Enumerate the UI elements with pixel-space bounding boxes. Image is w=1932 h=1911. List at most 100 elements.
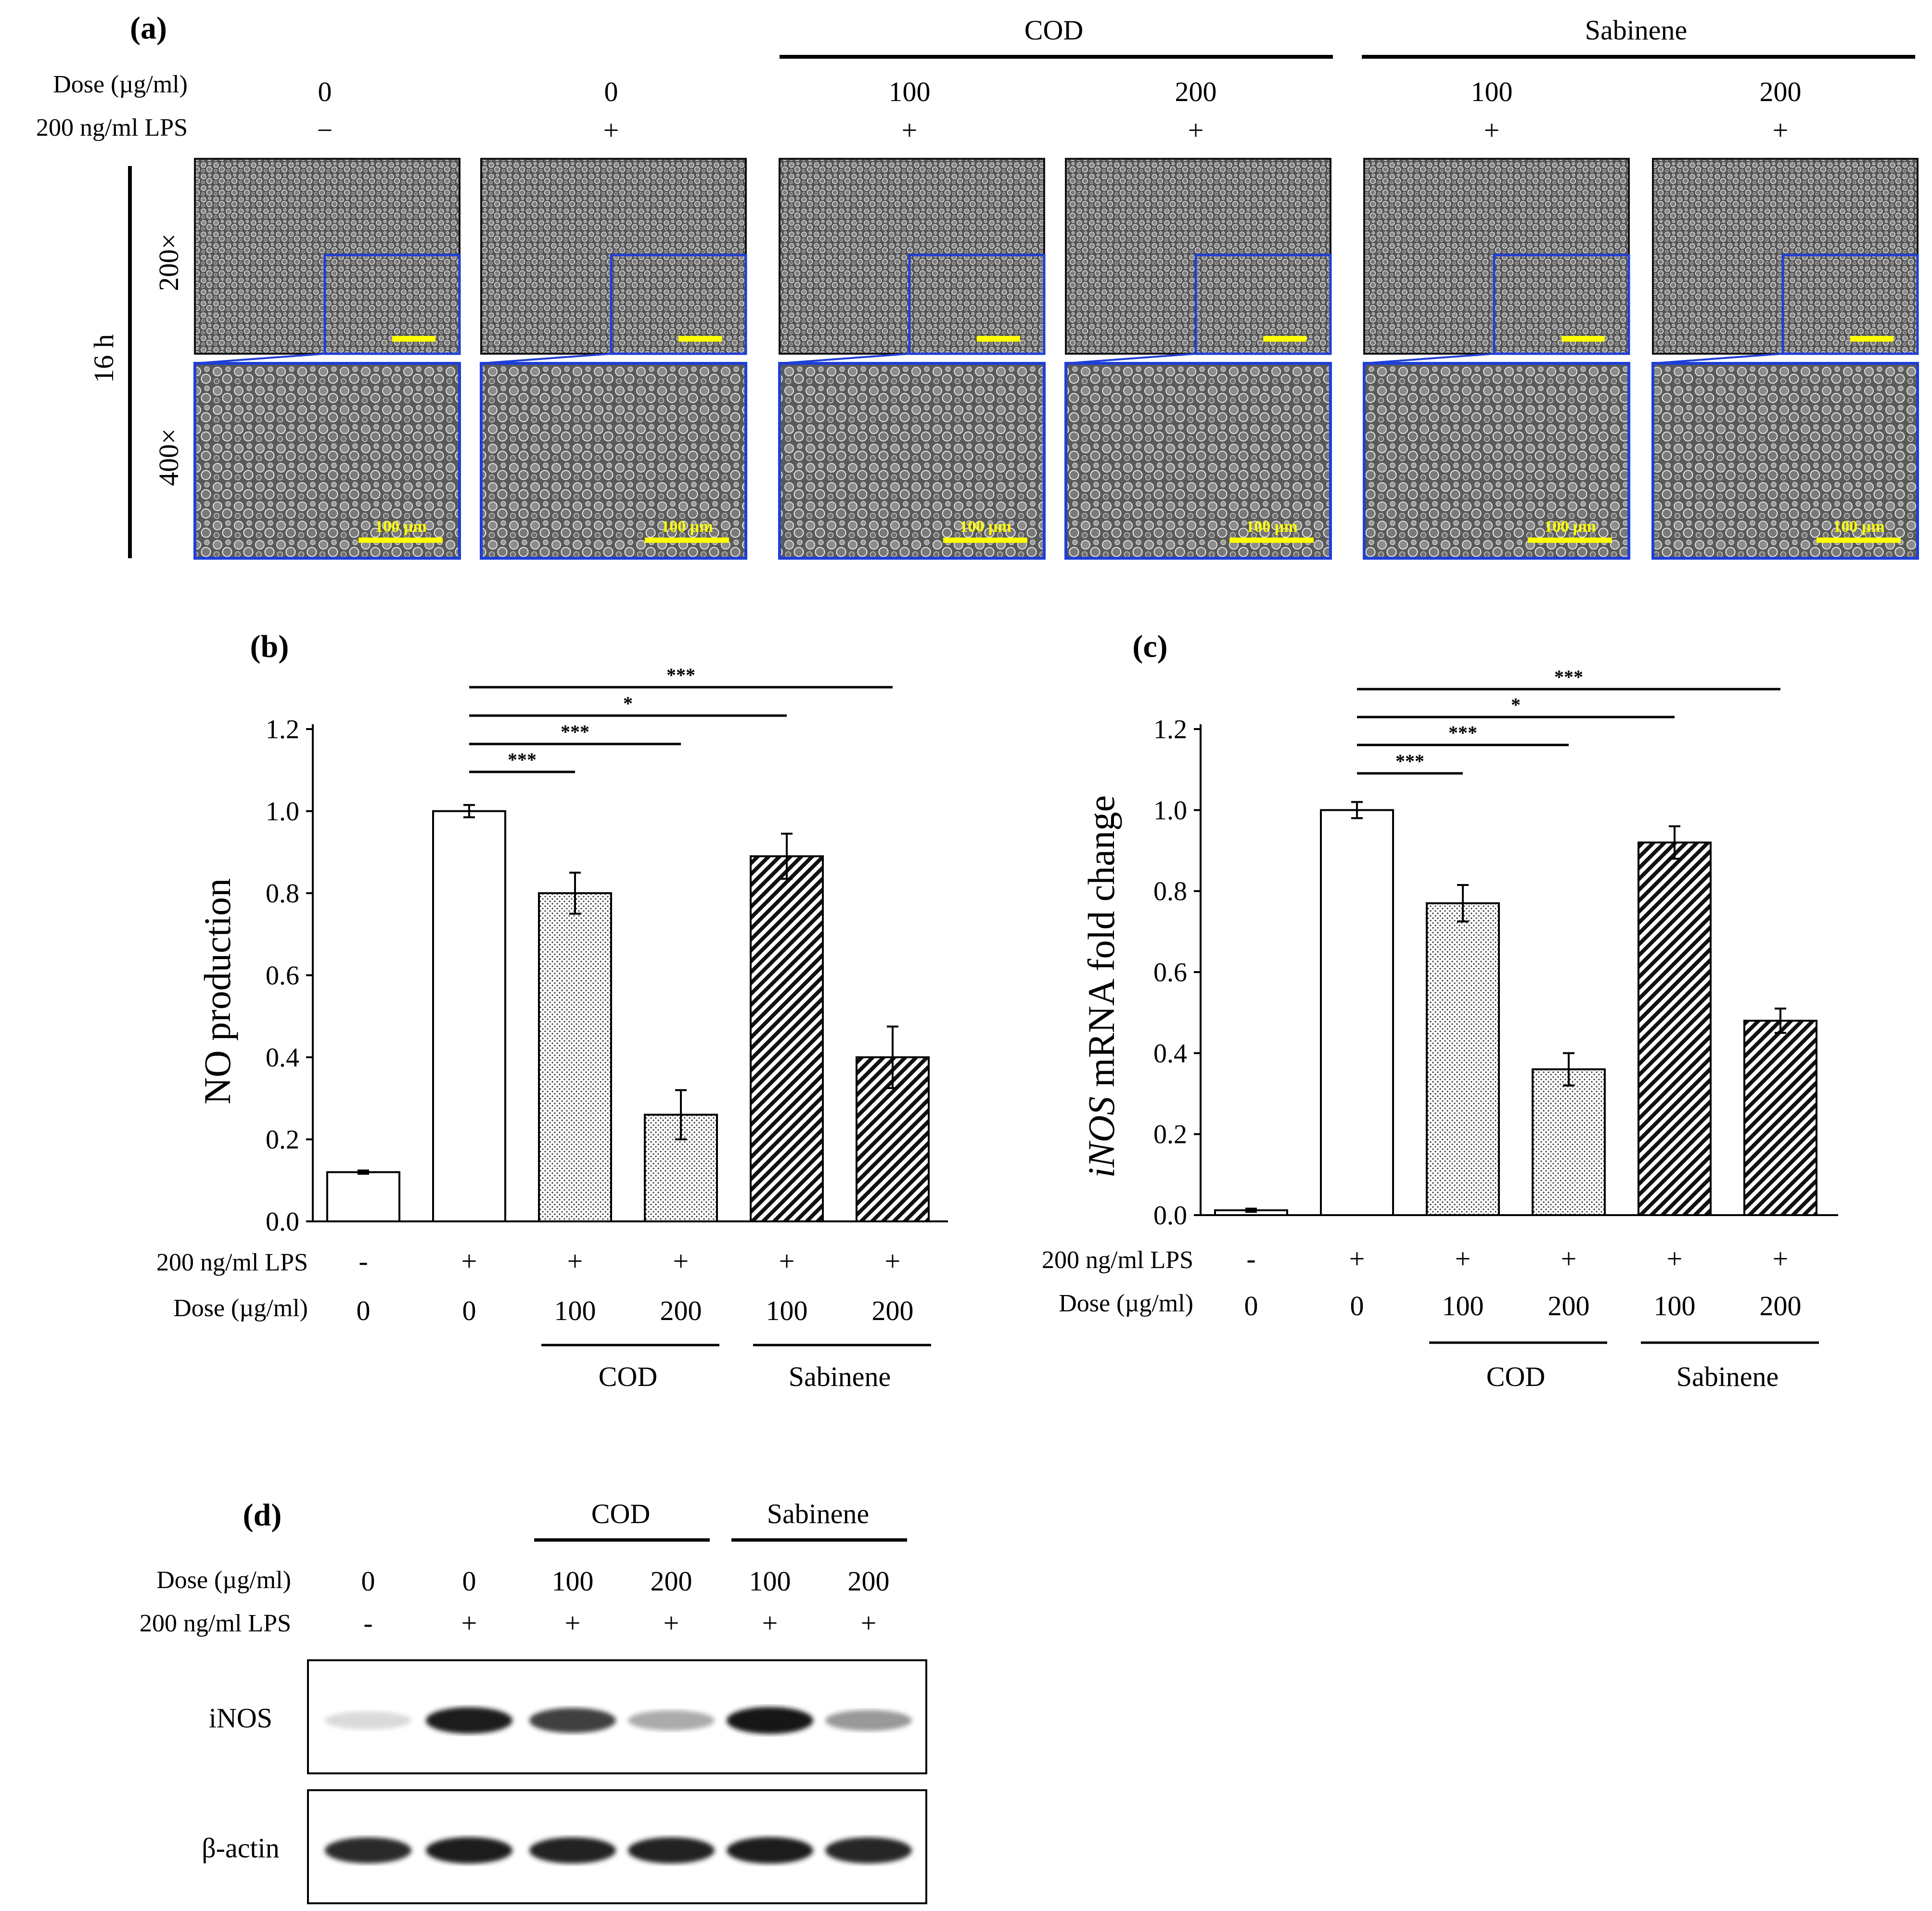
blot-box-inos [307,1659,927,1774]
scale-bar-400x [1817,538,1901,543]
lps-row-label-d: 200 ng/ml LPS [140,1610,291,1637]
dose-value: 100 [749,1565,791,1597]
scale-bar-200x [678,336,722,342]
dose-row-label-a: Dose (µg/ml) [53,71,188,98]
y-tick-label: 0.0 [266,1207,299,1237]
micrograph-grid: 100 µm 100 µm 100 µm 100 µm 100 µm 100 µm [193,158,1919,560]
y-tick-label: 0.8 [1153,877,1187,907]
scale-bar-200x [977,336,1020,342]
significance-label: * [1511,694,1521,716]
group-label-cod-d: COD [591,1498,650,1529]
significance-label: *** [1448,722,1477,744]
panel-c-inos-mrna-chart: (c) iNOS mRNA fold change 0.0 0.2 0.4 0.6 0.… [1042,629,1838,1392]
panel-label-c: (c) [1132,629,1167,664]
scale-bar-label: 100 µm [960,518,1011,536]
zoom-inset-box [610,254,747,355]
scale-bar-400x [1528,538,1612,543]
lps-value: + [565,1607,581,1639]
group-label-sabinene-a: Sabinene [1585,14,1688,46]
y-axis-label-c-rest: mRNA fold change [1080,795,1122,1096]
y-tick-label: 1.0 [266,797,299,827]
panel-label-a: (a) [130,11,167,46]
lps-value: + [664,1607,679,1639]
zoom-inset-box [908,254,1046,355]
blot-label: β-actin [202,1833,280,1864]
dose-value: 200 [848,1565,890,1597]
lps-row-label: 200 ng/ml LPS [1042,1246,1193,1274]
blot-band [529,1708,616,1733]
y-tick-label: 0.6 [266,961,299,991]
lps-value: + [1773,1243,1789,1274]
blot-band [325,1837,411,1863]
lps-row-label-a: 200 ng/ml LPS [36,114,188,141]
y-tick-label: 0.4 [266,1043,299,1073]
blot-box-beta-actin [307,1789,927,1904]
lps-value: + [861,1607,877,1639]
micrograph-400x [1064,362,1332,560]
zoom-connector-line [1652,353,1783,364]
dose-value: 0 [1244,1290,1258,1321]
zoom-connector-line [779,353,910,364]
dose-row-label: Dose (µg/ml) [1059,1290,1193,1317]
lps-value: − [317,115,333,146]
group-label: Sabinene [789,1361,891,1392]
significance-label: *** [1554,666,1583,688]
scale-bar-200x [392,336,435,342]
bar [1743,1020,1817,1216]
lps-value: + [461,1245,477,1277]
dose-value: 200 [1760,76,1802,107]
blot-band [426,1837,512,1864]
dose-value: 200 [660,1295,702,1326]
scale-bar-label: 100 µm [1544,518,1596,536]
significance-label: *** [666,664,695,686]
lps-row-label: 200 ng/ml LPS [156,1249,308,1276]
lps-value: + [1773,115,1789,146]
panel-d-lane-labels: 0 0 100 200 100 200 - + + + + + [361,1565,890,1639]
zoom-connector-line [194,353,325,364]
scale-bar-400x [1229,538,1314,543]
panel-d-western-blot: (d) COD Sabinene Dose (µg/ml) 200 ng/ml … [140,1498,927,1904]
blot-band [325,1711,411,1730]
blot-band [426,1707,512,1734]
dose-value: 100 [1442,1290,1484,1321]
lps-value: + [902,115,918,146]
dose-value: 0 [318,76,332,107]
dose-value: 200 [1760,1290,1802,1321]
panel-b-no-production-chart: (b) NO production 0.0 0.2 0.4 0.6 0.8 1.0 1.2 *… [156,629,948,1392]
scale-bar-400x [358,538,443,543]
dose-value: 0 [357,1295,371,1326]
scale-bar-label: 100 µm [1246,518,1297,536]
zoom-connector-line [1364,353,1495,364]
panel-label-b: (b) [250,629,289,664]
dose-value: 100 [554,1295,596,1326]
lps-value: + [567,1245,583,1277]
panel-label-d: (d) [243,1498,282,1533]
bar [326,1171,400,1222]
y-tick-label: 1.2 [266,715,299,744]
lps-value: + [1484,115,1500,146]
y-tick-label: 0.6 [1153,958,1187,988]
dose-value: 0 [604,76,618,107]
significance-label: * [623,693,633,714]
zoom-inset-box [1194,254,1332,355]
micrograph-400x [1363,362,1630,560]
dose-value: 0 [361,1565,375,1597]
significance-label: *** [561,721,589,743]
lps-value: + [1455,1243,1471,1274]
bar [538,892,612,1222]
dose-value: 0 [462,1295,476,1326]
zoom-inset-box [1493,254,1630,355]
lps-value: - [363,1607,372,1639]
significance-label: *** [1395,750,1424,772]
dose-value: 100 [552,1565,594,1597]
panel-a: (a) COD Sabinene Dose (µg/ml) 200 ng/ml … [36,11,1919,560]
dose-value: 0 [1350,1290,1364,1321]
blot-label: iNOS [209,1703,272,1734]
y-tick-label: 0.4 [1153,1039,1187,1068]
blot-band [825,1837,912,1864]
dose-value: 100 [766,1295,808,1326]
significance-label: *** [508,749,537,770]
dose-values-row-a: 0 0 100 200 100 200 [318,76,1802,107]
y-tick-label: 0.2 [1153,1120,1187,1150]
